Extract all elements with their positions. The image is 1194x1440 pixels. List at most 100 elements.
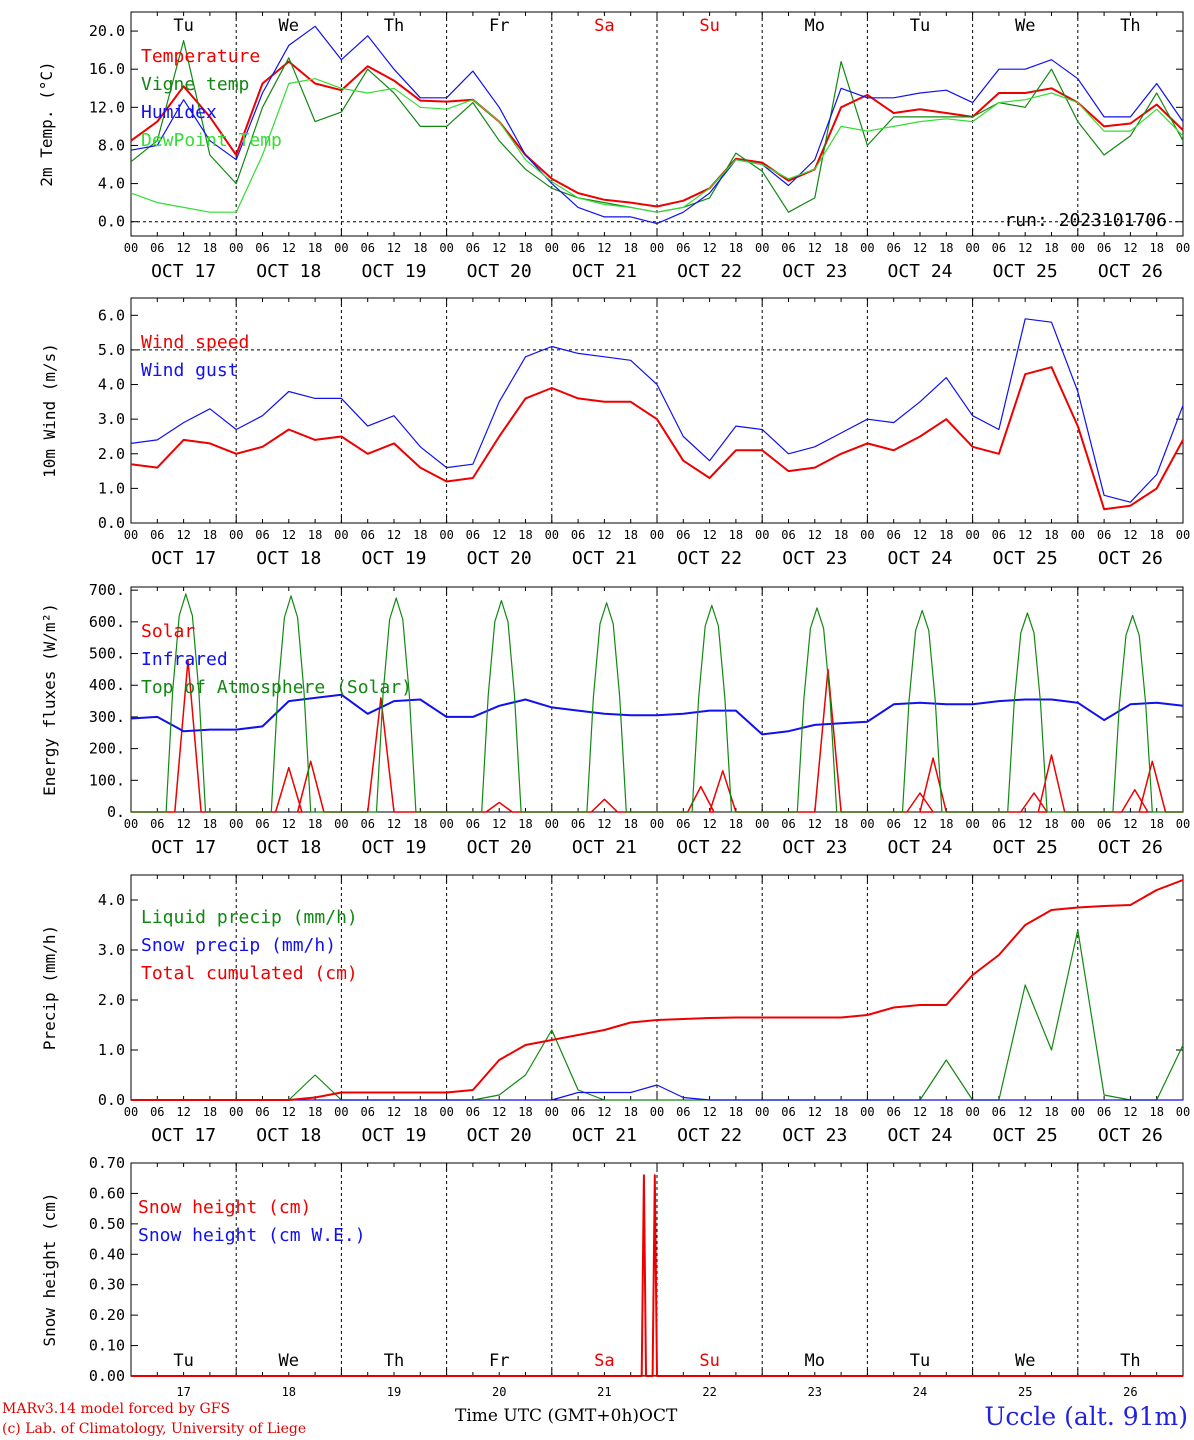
legend-entry: Vigne temp (141, 74, 249, 95)
panel-frame (130, 297, 1184, 524)
date-label: OCT 20 (467, 837, 532, 858)
date-label: OCT 25 (993, 837, 1058, 858)
hour-label: 00 (334, 1105, 348, 1119)
hour-label: 12 (387, 817, 401, 831)
panel-5 (130, 1162, 1184, 1377)
y-tick-label: 200. (89, 740, 125, 758)
hour-label: 18 (939, 1105, 953, 1119)
hour-label: 06 (466, 817, 480, 831)
y-axis-label: 10m Wind (m/s) (40, 343, 59, 478)
y-tick-label: 12.0 (89, 98, 125, 116)
date-label: OCT 20 (467, 261, 532, 282)
y-tick-label: 2.0 (98, 445, 125, 463)
hour-label: 06 (886, 1105, 900, 1119)
hour-label: 00 (755, 241, 769, 255)
hour-label: 00 (965, 241, 979, 255)
day-of-week-label: Tu (173, 1351, 193, 1371)
legend-entry: Wind speed (141, 332, 249, 353)
hour-label: 00 (229, 1105, 243, 1119)
hour-label: 00 (1176, 817, 1190, 831)
hour-label: 06 (886, 241, 900, 255)
day-of-week-label: Mo (805, 1351, 825, 1371)
hour-label: 12 (1018, 241, 1032, 255)
hour-label: 18 (729, 817, 743, 831)
day-of-week-label: Tu (910, 1351, 930, 1371)
y-tick-label: 0.0 (98, 514, 125, 532)
panel-2 (130, 297, 1184, 524)
hour-label: 06 (360, 1105, 374, 1119)
date-label: OCT 26 (1098, 548, 1163, 569)
hour-label: 18 (413, 1105, 427, 1119)
hour-label: 06 (781, 528, 795, 542)
hour-label: 06 (360, 241, 374, 255)
hour-label: 18 (1149, 528, 1163, 542)
date-label: OCT 22 (677, 261, 742, 282)
hour-label: 06 (571, 1105, 585, 1119)
hour-label: 12 (1018, 817, 1032, 831)
date-number-label: 22 (702, 1385, 716, 1399)
series-line (131, 929, 1184, 1101)
date-label: OCT 24 (887, 837, 952, 858)
hour-label: 18 (518, 528, 532, 542)
hour-label: 18 (1149, 1105, 1163, 1119)
date-label: OCT 18 (256, 1125, 321, 1146)
hour-label: 00 (1071, 528, 1085, 542)
hour-label: 12 (1123, 528, 1137, 542)
legend-entry: Liquid precip (mm/h) (141, 907, 358, 928)
date-number-label: 21 (597, 1385, 611, 1399)
y-axis-label: Energy fluxes (W/m²) (40, 603, 59, 796)
hour-label: 12 (282, 241, 296, 255)
date-label: OCT 20 (467, 1125, 532, 1146)
hour-label: 12 (702, 528, 716, 542)
model-credit: MARv3.14 model forced by GFS (2, 1401, 231, 1417)
hour-label: 18 (308, 1105, 322, 1119)
panel-3 (130, 586, 1184, 813)
day-of-week-label: Fr (489, 16, 509, 36)
hour-label: 06 (466, 241, 480, 255)
hour-label: 18 (308, 241, 322, 255)
hour-label: 06 (150, 241, 164, 255)
hour-label: 00 (860, 528, 874, 542)
hour-label: 18 (834, 1105, 848, 1119)
hour-label: 00 (965, 1105, 979, 1119)
y-tick-label: 20.0 (89, 22, 125, 40)
hour-label: 12 (702, 817, 716, 831)
hour-label: 18 (1044, 528, 1058, 542)
date-label: OCT 26 (1098, 1125, 1163, 1146)
hour-label: 12 (282, 528, 296, 542)
hour-label: 12 (492, 241, 506, 255)
date-number-label: 24 (913, 1385, 927, 1399)
date-label: OCT 23 (782, 261, 847, 282)
hour-label: 12 (702, 241, 716, 255)
day-of-week-label: Su (699, 1351, 719, 1371)
hour-label: 06 (1097, 241, 1111, 255)
day-of-week-label: Tu (910, 16, 930, 36)
y-tick-label: 0.30 (89, 1276, 125, 1294)
legend-entry: Total cumulated (cm) (141, 963, 358, 984)
date-label: OCT 23 (782, 837, 847, 858)
series-line (130, 78, 1184, 213)
hour-label: 12 (176, 1105, 190, 1119)
hour-label: 12 (597, 817, 611, 831)
hour-label: 12 (176, 817, 190, 831)
hour-label: 18 (203, 528, 217, 542)
y-tick-label: 600. (89, 613, 125, 631)
hour-label: 00 (439, 528, 453, 542)
date-label: OCT 24 (887, 261, 952, 282)
hour-label: 00 (860, 241, 874, 255)
day-of-week-label: We (279, 16, 299, 36)
hour-label: 00 (650, 528, 664, 542)
hour-label: 06 (676, 241, 690, 255)
hour-label: 12 (1018, 1105, 1032, 1119)
hour-label: 00 (965, 528, 979, 542)
hour-label: 00 (229, 817, 243, 831)
day-of-week-label: We (1015, 16, 1035, 36)
series-line (131, 593, 1183, 813)
series-line (131, 659, 1183, 813)
hour-label: 06 (150, 528, 164, 542)
day-of-week-label: Mo (805, 16, 825, 36)
hour-label: 00 (1176, 528, 1190, 542)
hour-label: 18 (729, 241, 743, 255)
hour-label: 00 (124, 241, 138, 255)
y-tick-label: 8.0 (98, 136, 125, 154)
